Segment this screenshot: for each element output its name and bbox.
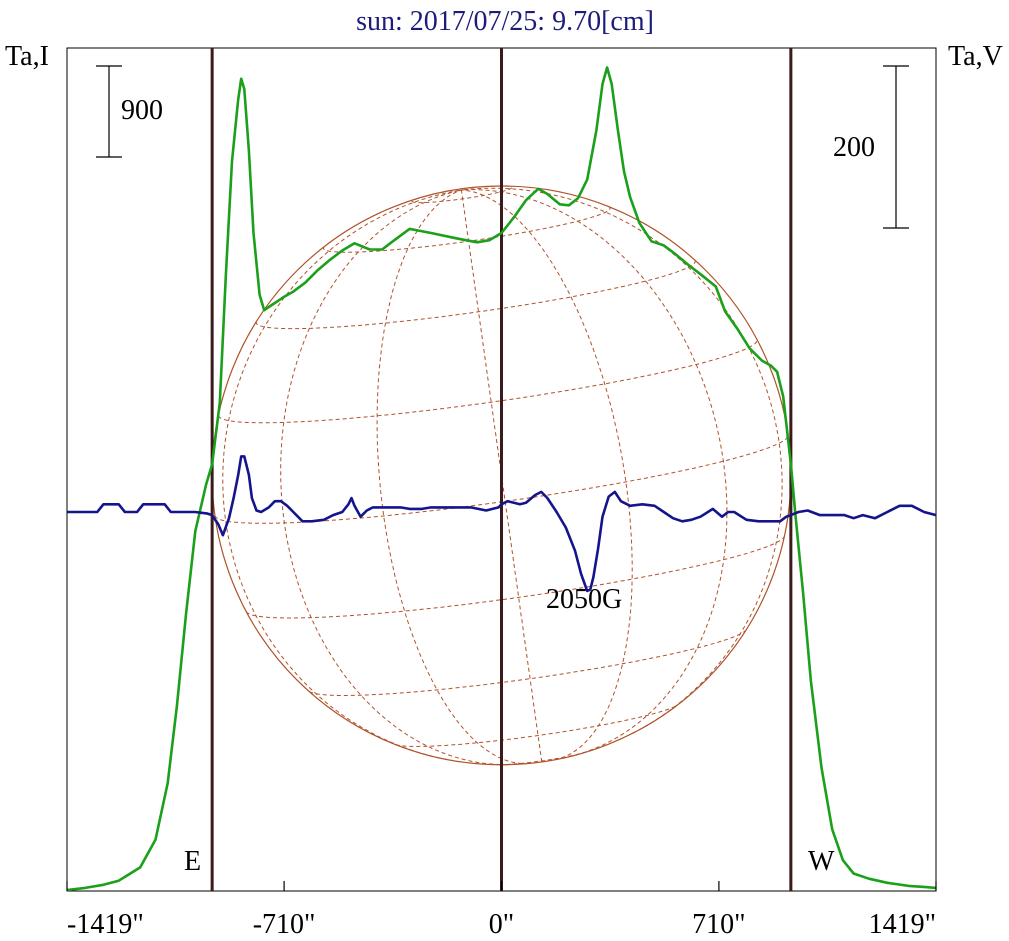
limb-lines — [210, 48, 793, 891]
longitude-grid-line — [222, 189, 462, 761]
latitude-grid-line — [245, 535, 785, 619]
x-axis-ticks: -1419" -710" 0" 710" 1419" — [66, 881, 937, 940]
latitude-grid-line — [309, 629, 747, 696]
intensity-curve — [66, 66, 937, 892]
x-tick-label: -710" — [253, 909, 316, 940]
intensity-scale-bar: 900 — [96, 65, 163, 158]
x-tick-label: 1419" — [869, 909, 936, 940]
east-marker: E — [184, 846, 201, 877]
x-tick-label: 710" — [692, 909, 745, 940]
chart-title: sun: 2017/07/25: 9.70[cm] — [356, 6, 654, 37]
longitude-grid-line — [461, 189, 633, 761]
longitude-grid-line — [376, 189, 530, 765]
longitude-grid-line — [461, 189, 728, 756]
longitude-grid-line — [460, 189, 543, 763]
x-tick-label: 0" — [489, 909, 514, 940]
x-tick-label: -1419" — [67, 909, 144, 940]
latitude-grid-line — [214, 435, 789, 524]
field-annotation: 2050G — [546, 584, 622, 615]
curves — [66, 66, 937, 892]
intensity-scale-bar-label: 900 — [121, 95, 163, 126]
latitude-grid-line — [323, 206, 611, 253]
polarization-scale-bar: 200 — [833, 65, 909, 229]
polarization-scale-bar-label: 200 — [833, 132, 875, 163]
latitude-grid-line — [218, 339, 758, 424]
latitude-grid-line — [395, 704, 678, 748]
latitude-grid-line — [255, 259, 696, 330]
right-axis-label: Ta,V — [948, 41, 1003, 72]
polarization-curve — [67, 455, 937, 593]
west-marker: W — [808, 846, 835, 877]
left-axis-label: Ta,I — [5, 41, 49, 72]
longitude-grid-line — [461, 187, 783, 735]
